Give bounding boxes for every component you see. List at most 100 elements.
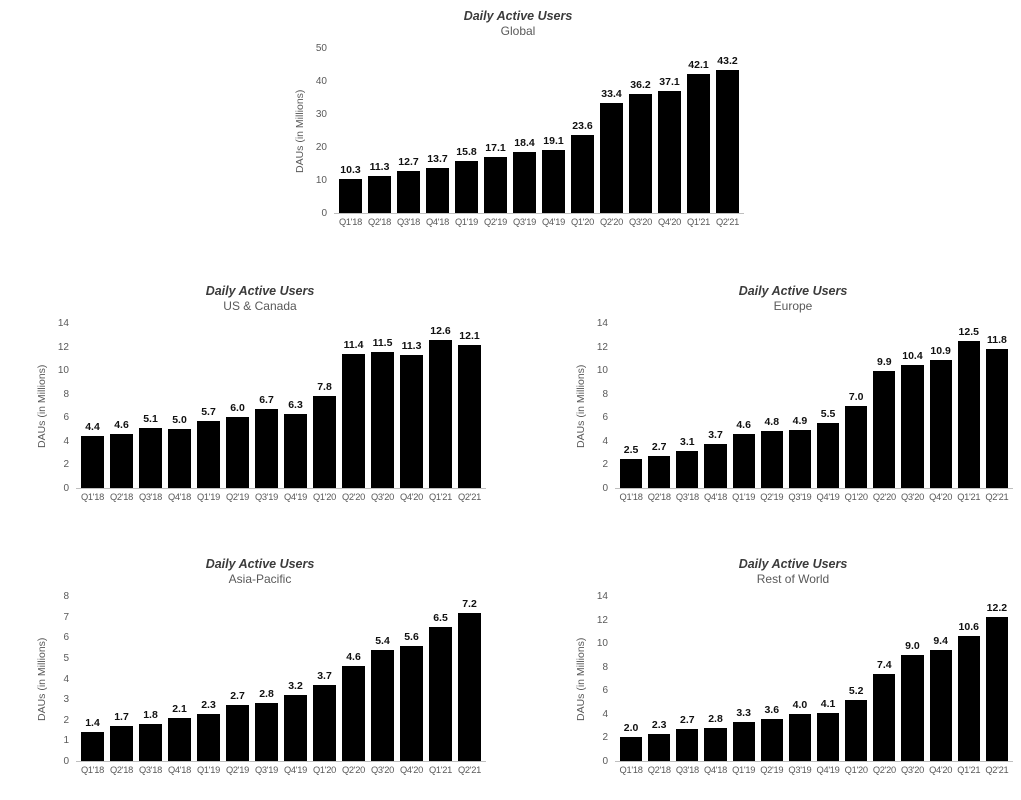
x-tick-label: Q4'20	[929, 492, 953, 502]
bar	[197, 713, 220, 761]
bar-value-label: 4.6	[114, 418, 129, 431]
y-tick-label: 10	[315, 175, 327, 186]
x-tick-label: Q2'18	[647, 765, 671, 775]
bar-value-label: 11.8	[986, 333, 1007, 346]
bar-slot: 5.7	[194, 324, 223, 488]
x-tick-label: Q4'18	[167, 492, 192, 502]
chart-body: DAUs (in Millions) 0 1 2 3 4 5 6 7 8 1.4 1.7 1.8 2.…	[34, 592, 486, 767]
y-axis-ticks: 0 1 2 3 4 5 6 7 8	[50, 592, 76, 767]
x-tick-label: Q4'18	[425, 217, 450, 227]
bar-value-label: 4.8	[764, 416, 780, 429]
y-tick-label: 1	[63, 735, 69, 747]
bar	[619, 458, 643, 488]
bar-value-label: 4.9	[792, 415, 808, 428]
plot-area: 2.5 2.7 3.1 3.7 4.6 4.8 4.9 5.5 7.0 9.9 10.4 10.9 12…	[615, 324, 1013, 489]
bar	[455, 160, 478, 213]
x-tick-label: Q2'21	[457, 492, 482, 502]
y-axis-title: DAUs (in Millions)	[36, 364, 48, 449]
y-tick-label: 6	[602, 412, 608, 424]
bar-value-label: 3.7	[317, 669, 332, 682]
x-tick-label: Q2'21	[985, 765, 1009, 775]
x-tick-label: Q1'20	[844, 765, 868, 775]
bar	[342, 353, 365, 488]
y-tick-label: 12	[57, 341, 69, 353]
x-tick-label: Q2'18	[109, 765, 134, 775]
chart-body: DAUs (in Millions) 0 2 4 6 8 10 12 14 4.4 4.6 5.1…	[34, 319, 486, 494]
x-tick-label: Q1'20	[844, 492, 868, 502]
bar-slot: 6.0	[223, 324, 252, 488]
bar-slot: 11.5	[368, 324, 397, 488]
bar-slot: 5.1	[136, 324, 165, 488]
bar	[658, 90, 681, 213]
bar-value-label: 19.1	[543, 134, 564, 147]
bar-slot: 2.7	[645, 324, 673, 488]
bar-slot: 12.7	[394, 49, 423, 213]
bar-slot: 9.0	[898, 597, 926, 761]
y-axis-ticks: 0 2 4 6 8 10 12 14	[589, 319, 615, 494]
bar-slot: 11.8	[983, 324, 1011, 488]
bar-value-label: 2.7	[651, 441, 667, 454]
x-tick-label: Q1'19	[732, 492, 756, 502]
y-tick-label: 10	[596, 638, 608, 650]
bar-slot: 5.6	[397, 597, 426, 761]
chart-header: Daily Active Users Global	[292, 8, 744, 39]
plot-area: 1.4 1.7 1.8 2.1 2.3 2.7 2.8 3.2 3.7 4.6 5.4 5.6 6.5 7…	[76, 597, 486, 762]
bar	[873, 371, 896, 488]
x-tick-label: Q3'19	[512, 217, 537, 227]
bar	[168, 717, 191, 761]
bar-slot: 2.3	[194, 597, 223, 761]
bar	[760, 431, 783, 488]
bar	[571, 135, 594, 213]
bar-slot: 9.4	[927, 597, 955, 761]
y-tick-label: 4	[602, 435, 608, 447]
bar-value-label: 10.4	[902, 350, 923, 363]
x-tick-label: Q1'21	[686, 217, 711, 227]
bar-slot: 17.1	[481, 49, 510, 213]
bar-value-label: 3.2	[288, 680, 303, 692]
y-axis-title: DAUs (in Millions)	[575, 637, 587, 722]
bar	[676, 729, 699, 761]
y-tick-label: 30	[315, 109, 327, 120]
bar-slot: 19.1	[539, 49, 568, 213]
bar-value-label: 5.4	[375, 634, 390, 647]
bar-slot: 4.6	[730, 324, 758, 488]
x-tick-label: Q2'21	[457, 765, 482, 775]
bar-value-label: 5.2	[848, 684, 864, 697]
bar-value-label: 4.1	[820, 697, 836, 710]
y-axis-title: DAUs (in Millions)	[36, 637, 48, 722]
x-tick-label: Q1'19	[454, 217, 479, 227]
bar-slot: 10.3	[336, 49, 365, 213]
x-tick-label: Q1'21	[957, 765, 981, 775]
bar-slot: 6.5	[426, 597, 455, 761]
chart-subtitle: Rest of World	[756, 572, 830, 586]
x-tick-label: Q2'18	[109, 492, 134, 502]
bar-slot: 4.6	[339, 597, 368, 761]
bar	[226, 417, 249, 488]
bar-value-label: 13.7	[427, 152, 448, 165]
bar	[513, 152, 536, 213]
bar	[371, 649, 394, 761]
y-tick-label: 14	[57, 318, 69, 329]
y-tick-label: 2	[63, 714, 69, 726]
bar	[197, 420, 220, 488]
bar-value-label: 12.2	[986, 602, 1008, 615]
chart-title: Daily Active Users	[205, 557, 315, 571]
bar	[732, 722, 755, 761]
bar	[426, 167, 449, 213]
x-tick-label: Q4'18	[703, 492, 727, 502]
bar-slot: 7.0	[842, 324, 870, 488]
bar-value-label: 33.4	[601, 87, 622, 100]
y-tick-label: 4	[63, 435, 69, 447]
bar-value-label: 3.3	[736, 707, 751, 720]
bar-slot: 6.3	[281, 324, 310, 488]
x-tick-label: Q3'18	[675, 492, 699, 502]
x-tick-label: Q4'20	[399, 492, 424, 502]
x-tick-label: Q4'19	[816, 765, 840, 775]
bar-value-label: 7.4	[877, 658, 892, 671]
bar-slot: 12.6	[426, 324, 455, 488]
bar-slot: 11.3	[365, 49, 394, 213]
bar-slot: 10.9	[927, 324, 955, 488]
bar-slot: 9.9	[870, 324, 898, 488]
bar	[313, 396, 336, 488]
